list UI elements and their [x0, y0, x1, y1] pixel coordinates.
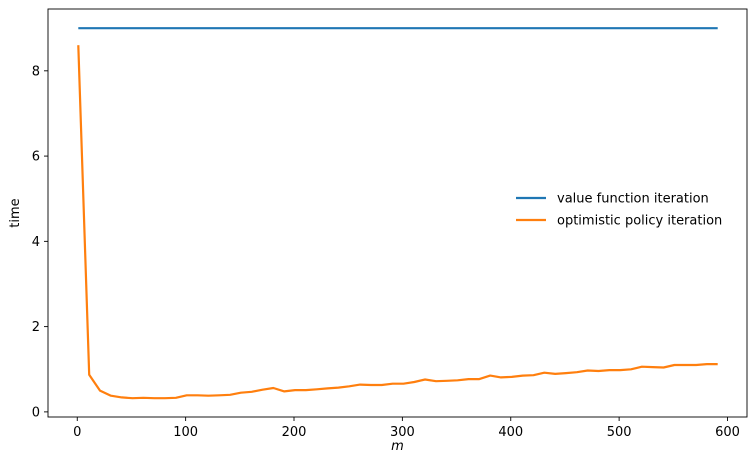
x-axis-label: m [391, 439, 404, 454]
y-tick-label: 2 [32, 320, 40, 335]
x-tick-label: 600 [715, 425, 740, 440]
y-tick-label: 8 [32, 64, 40, 79]
x-tick-label: 0 [73, 425, 81, 440]
axis-ticks: 0 100 200 300 400 500 600 0 2 4 6 8 [32, 64, 740, 440]
x-tick-label: 300 [390, 425, 415, 440]
y-tick-label: 6 [32, 150, 40, 165]
x-tick-label: 200 [282, 425, 307, 440]
y-tick-label: 0 [32, 405, 40, 420]
legend-label-1: value function iteration [557, 192, 709, 207]
legend-label-2: optimistic policy iteration [557, 214, 722, 229]
x-tick-label: 400 [498, 425, 523, 440]
series-line-2 [77, 45, 718, 400]
x-tick-label: 100 [173, 425, 198, 440]
legend: value function iteration optimistic polic… [516, 192, 722, 229]
plot-frame [47, 8, 748, 418]
plot-area [77, 27, 718, 400]
y-tick-label: 4 [32, 235, 40, 250]
y-axis-label: time [8, 198, 23, 227]
x-tick-label: 500 [607, 425, 632, 440]
